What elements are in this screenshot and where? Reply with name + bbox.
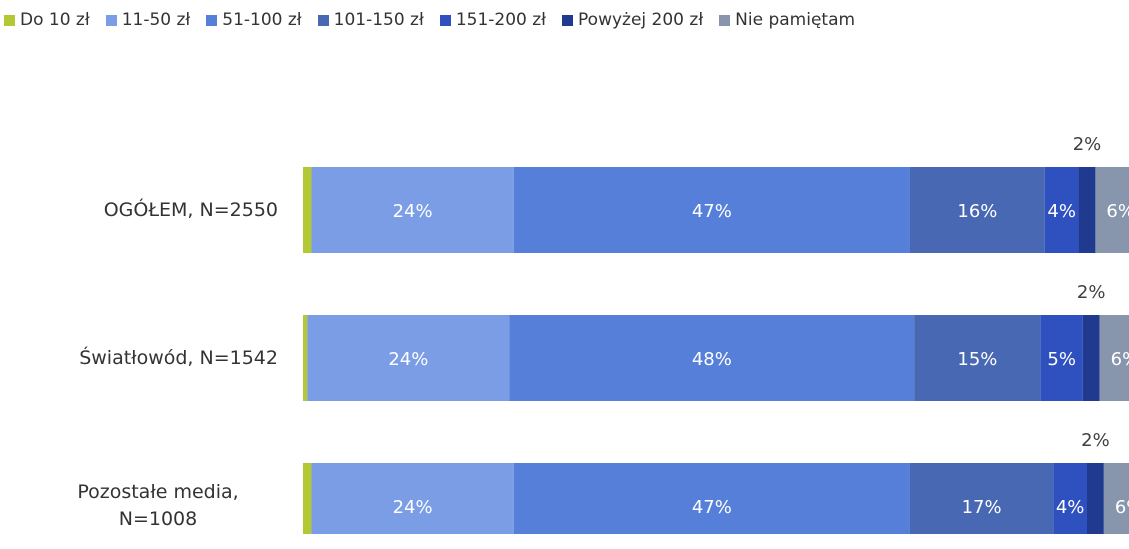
legend-item: 51-100 zł — [206, 10, 302, 30]
legend-label: 11-50 zł — [121, 10, 191, 30]
legend-swatch — [206, 14, 218, 26]
legend-label: Nie pamiętam — [735, 10, 856, 30]
data-label: 47% — [692, 201, 732, 222]
bar-segment — [1099, 315, 1129, 401]
legend-label: Do 10 zł — [20, 10, 90, 30]
data-label: 2% — [1077, 282, 1106, 303]
legend-swatch — [439, 14, 451, 26]
legend: Do 10 zł 11-50 zł 51-100 zł 101-150 zł 151-2… — [4, 10, 855, 30]
legend-item: 11-50 zł — [105, 10, 191, 30]
legend-item: Nie pamiętam — [719, 10, 855, 30]
legend-label: 101-150 zł — [333, 10, 424, 30]
bar-segment — [509, 315, 915, 401]
legend-label: Powyżej 200 zł — [578, 10, 704, 30]
data-label: 4% — [1056, 497, 1085, 518]
bar-segment — [1044, 167, 1079, 253]
legend-item: 151-200 zł — [439, 10, 547, 30]
bar-segment — [303, 315, 308, 401]
data-label: 4% — [1047, 201, 1076, 222]
data-label: 6% — [1106, 201, 1129, 222]
bar-segment — [1040, 315, 1083, 401]
legend-swatch — [4, 14, 15, 26]
data-label: 15% — [957, 349, 997, 370]
legend-label: 51-100 zł — [222, 10, 302, 30]
data-label: 17% — [962, 497, 1002, 518]
data-label: 6% — [1115, 497, 1129, 518]
data-label: 24% — [388, 349, 428, 370]
category-text: Światłowód, N=1542 — [79, 346, 278, 369]
category-text: Pozostałe media, N=1008 — [77, 481, 239, 530]
legend-swatch — [719, 14, 731, 26]
data-label: 16% — [957, 201, 997, 222]
page: {"chart_data": {"type": "stacked-bar-hor… — [4, 10, 1129, 534]
category-label: OGÓŁEM, N=2550 — [38, 167, 278, 253]
bar-segment — [303, 167, 312, 253]
data-label: 24% — [393, 497, 433, 518]
bar-segment — [1078, 167, 1096, 253]
bar-segment — [311, 167, 514, 253]
data-label: 48% — [692, 349, 732, 370]
data-label: 24% — [393, 201, 433, 222]
legend-item: Do 10 zł — [4, 10, 90, 30]
legend-swatch — [105, 14, 117, 26]
data-label: 2% — [1081, 430, 1110, 451]
legend-label: 151-200 zł — [455, 10, 547, 30]
data-label: 2% — [1073, 134, 1102, 155]
legend-item: 101-150 zł — [317, 10, 424, 30]
bar-segment — [914, 315, 1041, 401]
bar-segment — [909, 167, 1045, 253]
bar-segment — [307, 315, 510, 401]
legend-item: Powyżej 200 zł — [562, 10, 703, 30]
bar-segment — [1082, 315, 1100, 401]
category-text: OGÓŁEM, N=2550 — [103, 198, 278, 221]
bar-segment — [303, 463, 312, 534]
chart: 1%24%47%16%4%2%6%<1%24%48%15%5%2%6%1%24%… — [303, 134, 1129, 534]
bar-segment — [1053, 463, 1087, 534]
bar-segment — [1095, 167, 1129, 253]
bar-segment — [1103, 463, 1129, 534]
bar-segment — [1086, 463, 1104, 534]
data-label: 5% — [1047, 349, 1076, 370]
bar-segment — [311, 463, 514, 534]
data-label: 6% — [1111, 349, 1129, 370]
data-label: 47% — [692, 497, 732, 518]
bar-segment — [513, 463, 910, 534]
bar-segment — [909, 463, 1054, 534]
legend-swatch — [562, 14, 574, 26]
bar-segment — [513, 167, 910, 253]
category-label: Światłowód, N=1542 — [38, 315, 278, 401]
category-label: Pozostałe media, N=1008 — [38, 463, 278, 549]
legend-swatch — [317, 14, 329, 26]
